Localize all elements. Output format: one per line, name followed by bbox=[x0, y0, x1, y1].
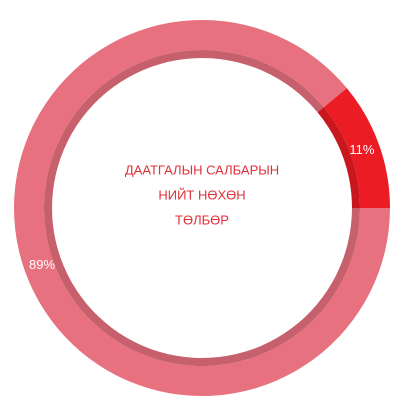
donut-segment-shade bbox=[44, 49, 361, 366]
donut-segment-inner bbox=[317, 107, 360, 208]
center-title: ДААТГАЛЫН САЛБАРЫН bbox=[125, 162, 279, 177]
donut-segment bbox=[14, 20, 391, 397]
value-label: 89% bbox=[29, 257, 55, 272]
value-label: 11% bbox=[349, 142, 374, 157]
donut-segment bbox=[323, 88, 390, 208]
donut bbox=[14, 20, 391, 397]
center-title: ТӨЛБӨР bbox=[175, 212, 229, 227]
donut-segment-shade bbox=[317, 107, 360, 208]
center-title: НИЙТ НӨХӨН bbox=[158, 187, 245, 202]
